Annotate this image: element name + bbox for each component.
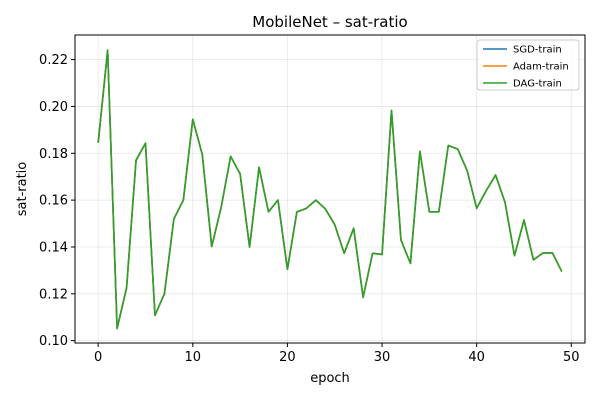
x-axis-label: epoch bbox=[310, 371, 350, 386]
y-tick-label: 0.20 bbox=[39, 100, 68, 115]
axis-ticks: 0 10 20 30 40 50 0.10 0.12 0.14 0.16 0.18 0.20 0.22 bbox=[39, 53, 580, 365]
plot-frame bbox=[74, 34, 586, 344]
y-tick-label: 0.16 bbox=[39, 194, 68, 209]
y-tick-label: 0.14 bbox=[39, 240, 68, 255]
legend-box bbox=[476, 39, 580, 91]
legend-label: DAG-train bbox=[513, 79, 562, 90]
plot-lines bbox=[97, 49, 563, 330]
chart-title: MobileNet – sat-ratio bbox=[252, 13, 407, 31]
y-axis-label: sat-ratio bbox=[15, 162, 30, 217]
legend: SGD-train Adam-train DAG-train bbox=[476, 39, 580, 91]
legend-label: SGD-train bbox=[513, 45, 562, 56]
x-tick-label: 20 bbox=[279, 350, 296, 365]
y-tick-label: 0.22 bbox=[39, 53, 68, 68]
x-tick-label: 30 bbox=[374, 350, 391, 365]
grid bbox=[75, 35, 585, 343]
y-tick-label: 0.12 bbox=[39, 287, 68, 302]
y-tick-label: 0.18 bbox=[39, 147, 68, 162]
legend-label: Adam-train bbox=[513, 62, 569, 73]
x-tick-label: 40 bbox=[468, 350, 485, 365]
x-tick-label: 0 bbox=[94, 350, 102, 365]
x-tick-label: 10 bbox=[185, 350, 202, 365]
series-line-dag-train bbox=[97, 49, 563, 330]
x-tick-label: 50 bbox=[563, 350, 580, 365]
y-tick-label: 0.10 bbox=[39, 334, 68, 349]
